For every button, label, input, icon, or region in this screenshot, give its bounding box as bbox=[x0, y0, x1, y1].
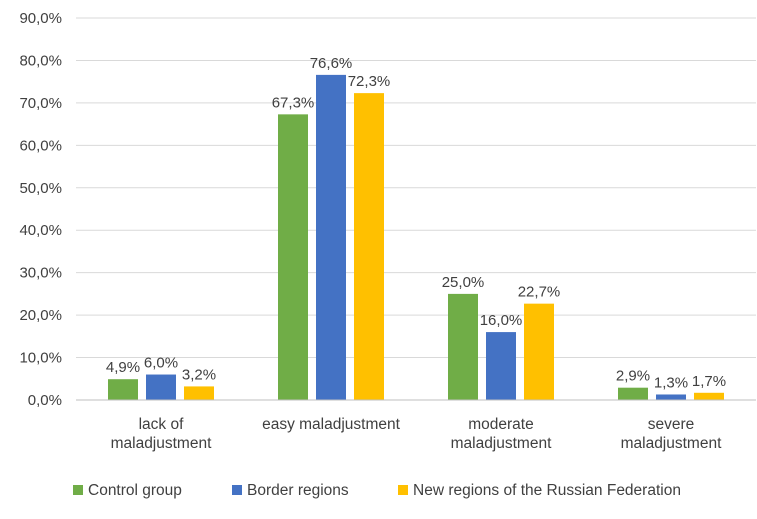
data-label: 1,7% bbox=[692, 373, 726, 390]
bar bbox=[486, 332, 516, 400]
data-label: 6,0% bbox=[144, 355, 178, 372]
category-label-line: lack of bbox=[139, 416, 184, 433]
bar bbox=[354, 93, 384, 401]
bar bbox=[184, 386, 214, 400]
data-label: 16,0% bbox=[480, 312, 523, 329]
legend-label: Control group bbox=[88, 482, 182, 499]
legend-swatch bbox=[398, 485, 408, 495]
bar bbox=[146, 374, 176, 400]
bar bbox=[108, 379, 138, 400]
bar bbox=[524, 303, 554, 400]
gridlines bbox=[76, 17, 756, 359]
y-tick-label: 70,0% bbox=[19, 95, 62, 112]
legend: Control group Border regions New regions o… bbox=[73, 482, 681, 499]
data-label: 72,3% bbox=[348, 73, 391, 90]
bar bbox=[694, 392, 724, 400]
y-tick-label: 20,0% bbox=[19, 307, 62, 324]
data-label: 4,9% bbox=[106, 359, 140, 376]
data-label: 3,2% bbox=[182, 366, 216, 383]
category-label: easy maladjustment bbox=[262, 416, 401, 433]
category-label: severe maladjustment bbox=[621, 416, 722, 452]
y-axis-tick-labels: 0,0% 10,0% 20,0% 30,0% 40,0% 50,0% 60,0% 70,0% 8… bbox=[19, 10, 62, 409]
legend-swatch bbox=[232, 485, 242, 495]
data-label: 1,3% bbox=[654, 374, 688, 391]
bar bbox=[618, 387, 648, 400]
data-label: 25,0% bbox=[442, 274, 485, 291]
y-tick-label: 10,0% bbox=[19, 350, 62, 367]
y-tick-label: 80,0% bbox=[19, 52, 62, 69]
legend-label: New regions of the Russian Federation bbox=[413, 482, 681, 499]
category-label-line: maladjustment bbox=[111, 435, 212, 452]
legend-label: Border regions bbox=[247, 482, 349, 499]
category-label-line: easy maladjustment bbox=[262, 416, 401, 433]
data-label: 22,7% bbox=[518, 284, 561, 301]
category-label-line: maladjustment bbox=[621, 435, 722, 452]
category-label-line: severe bbox=[648, 416, 695, 433]
y-tick-label: 0,0% bbox=[28, 392, 62, 409]
bar bbox=[448, 293, 478, 400]
y-tick-label: 60,0% bbox=[19, 137, 62, 154]
category-label: lack of maladjustment bbox=[111, 416, 212, 452]
data-label: 2,9% bbox=[616, 368, 650, 385]
category-labels: lack of maladjustment easy maladjustment mo… bbox=[111, 416, 722, 452]
bar bbox=[316, 74, 346, 401]
bar bbox=[278, 114, 308, 401]
category-label-line: moderate bbox=[468, 416, 533, 433]
y-tick-label: 90,0% bbox=[19, 10, 62, 27]
category-label: moderate maladjustment bbox=[451, 416, 552, 452]
bars bbox=[108, 74, 724, 401]
legend-swatch bbox=[73, 485, 83, 495]
bar bbox=[656, 394, 686, 400]
category-label-line: maladjustment bbox=[451, 435, 552, 452]
y-tick-label: 30,0% bbox=[19, 265, 62, 282]
y-tick-label: 40,0% bbox=[19, 222, 62, 239]
y-tick-label: 50,0% bbox=[19, 180, 62, 197]
data-label: 76,6% bbox=[310, 55, 353, 72]
data-label: 67,3% bbox=[272, 94, 315, 111]
data-labels: 4,9% 6,0%3,2% 67,3% 76,6%72,3% 25,0% 16,0% 22,… bbox=[106, 55, 726, 392]
